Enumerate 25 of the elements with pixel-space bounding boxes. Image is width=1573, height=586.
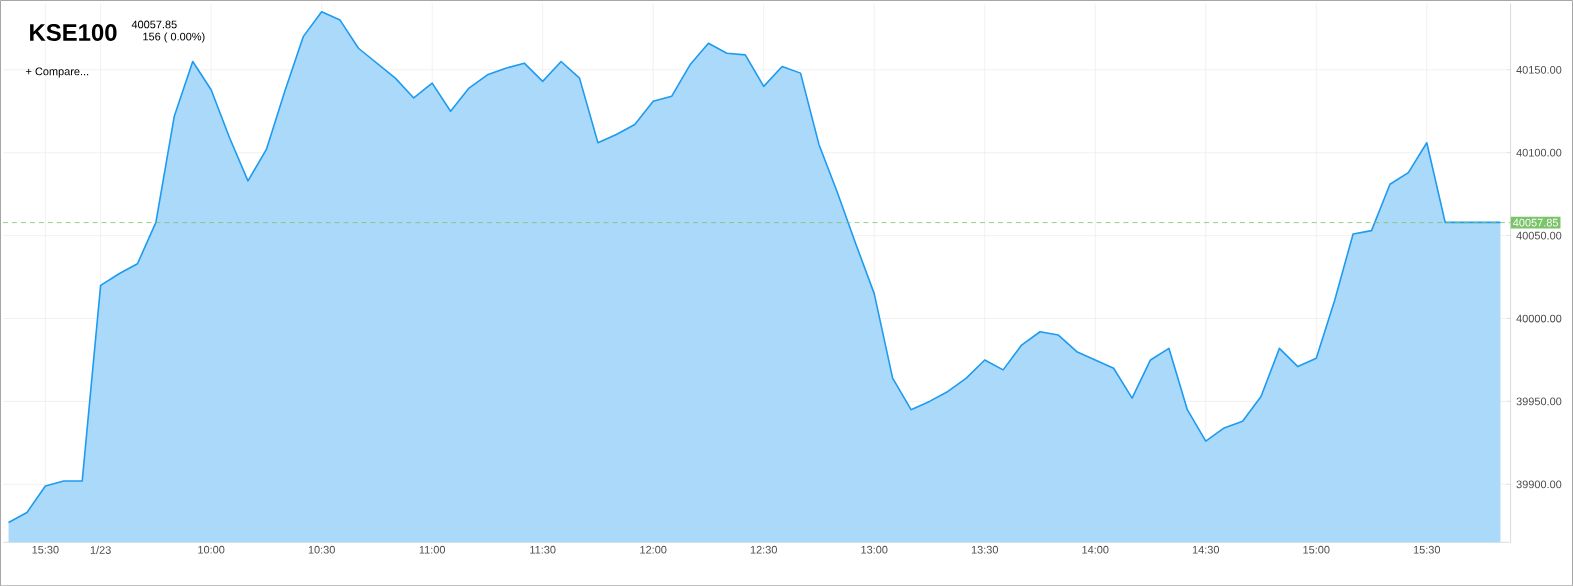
text: 40057.85 xyxy=(131,20,177,29)
y-tick-label: 40150.00 xyxy=(1516,65,1562,74)
y-tick-label: 40000.00 xyxy=(1516,314,1562,323)
x-tick-label: 14:30 xyxy=(1192,545,1220,554)
x-tick-label: 15:00 xyxy=(1303,545,1330,554)
x-tick-label: 12:00 xyxy=(640,545,667,554)
x-tick-label: 11:00 xyxy=(419,545,446,554)
x-tick-label: 15:30 xyxy=(1413,545,1441,554)
x-tick-label: 12:30 xyxy=(750,545,777,554)
x-tick-label: 1/23 xyxy=(90,545,111,554)
x-tick-label: 13:00 xyxy=(861,545,888,554)
text: KSE100 xyxy=(30,23,117,41)
x-tick-label: 11:30 xyxy=(530,545,556,554)
y-tick-label: 39950.00 xyxy=(1516,397,1562,406)
x-tick-label: 15:30 xyxy=(32,545,59,554)
y-tick-label: 39900.00 xyxy=(1516,480,1562,489)
x-tick-label: 10:30 xyxy=(308,545,335,554)
annotation: + Compare... xyxy=(26,67,89,78)
y-tick-label: 40050.00 xyxy=(1516,231,1562,240)
x-tick-label: 13:30 xyxy=(971,545,998,554)
y-tick-label: 40100.00 xyxy=(1516,148,1562,157)
ref-line-label: 40057.85 xyxy=(1513,218,1558,227)
x-tick-label: 14:00 xyxy=(1082,545,1109,554)
x-tick-label: 10:00 xyxy=(198,545,225,554)
annotation: 156 ( 0.00%) xyxy=(143,32,205,43)
